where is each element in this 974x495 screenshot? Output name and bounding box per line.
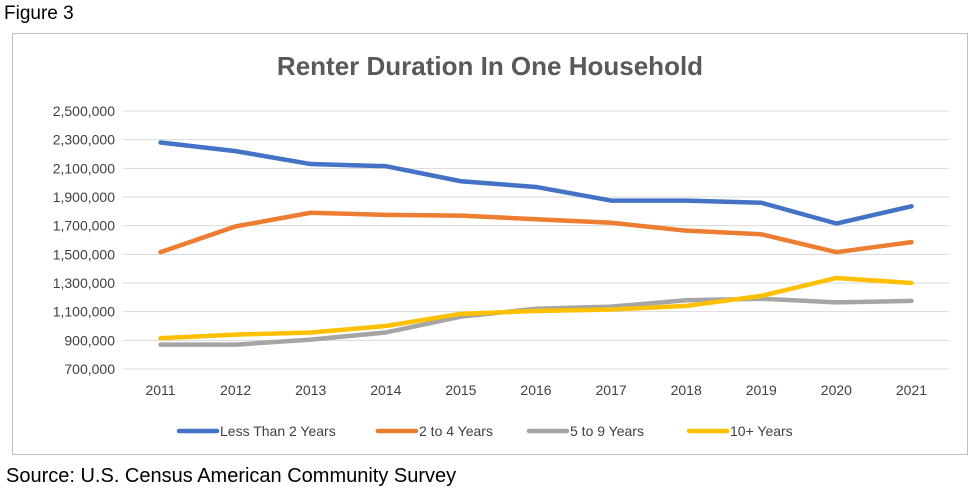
x-tick-label: 2017 bbox=[596, 382, 627, 398]
y-tick-label: 900,000 bbox=[64, 332, 115, 348]
x-tick-label: 2011 bbox=[145, 382, 175, 398]
legend: Less Than 2 Years 2 to 4 Years 5 to 9 Year… bbox=[176, 423, 793, 439]
legend-label: 2 to 4 Years bbox=[419, 423, 493, 439]
x-tick-label: 2020 bbox=[821, 382, 852, 398]
figure-label: Figure 3 bbox=[4, 3, 74, 24]
y-tick-label: 1,700,000 bbox=[53, 218, 115, 234]
x-tick-label: 2013 bbox=[295, 382, 326, 398]
series-line-5-to-9-years bbox=[158, 296, 914, 347]
x-tick-label: 2016 bbox=[520, 382, 551, 398]
chart-frame: Renter Duration In One Household 700,000… bbox=[12, 33, 968, 455]
y-axis-tick-labels: 700,000 900,000 1,100,000 1,300,000 1,500,00… bbox=[53, 103, 116, 377]
x-tick-label: 2015 bbox=[445, 382, 476, 398]
x-tick-label: 2012 bbox=[220, 382, 251, 398]
series-lines bbox=[158, 140, 914, 347]
y-tick-label: 1,500,000 bbox=[53, 246, 115, 262]
source-note: Source: U.S. Census American Community S… bbox=[6, 465, 457, 487]
legend-label: 10+ Years bbox=[730, 423, 793, 439]
x-tick-label: 2014 bbox=[370, 382, 401, 398]
y-tick-label: 2,500,000 bbox=[53, 103, 115, 119]
series-line-2-to-4-years bbox=[158, 210, 914, 255]
y-tick-label: 1,900,000 bbox=[53, 189, 115, 205]
y-tick-label: 2,300,000 bbox=[53, 132, 115, 148]
chart-title: Renter Duration In One Household bbox=[277, 51, 703, 81]
y-tick-label: 700,000 bbox=[64, 361, 115, 377]
legend-label: Less Than 2 Years bbox=[220, 423, 336, 439]
x-axis-tick-labels: 2011 2012 2013 2014 2015 2016 2017 2018 2019 2020… bbox=[145, 382, 927, 398]
x-tick-label: 2019 bbox=[746, 382, 777, 398]
x-tick-label: 2021 bbox=[896, 382, 927, 398]
gridlines bbox=[123, 110, 949, 370]
legend-label: 5 to 9 Years bbox=[570, 423, 644, 439]
y-tick-label: 1,300,000 bbox=[53, 275, 115, 291]
series-line-less-than-2-years bbox=[158, 140, 914, 226]
y-tick-label: 2,100,000 bbox=[53, 160, 115, 176]
x-tick-label: 2018 bbox=[671, 382, 702, 398]
series-line-10-years bbox=[158, 275, 914, 341]
y-tick-label: 1,100,000 bbox=[53, 304, 115, 320]
line-chart: Renter Duration In One Household 700,000… bbox=[53, 51, 949, 439]
